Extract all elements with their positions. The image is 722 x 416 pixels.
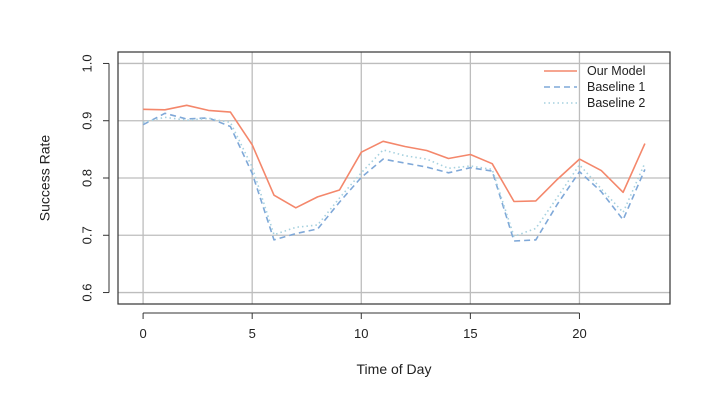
plot-frame bbox=[117, 51, 671, 305]
legend-label: Our Model bbox=[587, 64, 645, 78]
legend-label: Baseline 1 bbox=[587, 80, 645, 94]
x-tick-label: 15 bbox=[463, 326, 477, 341]
legend: Our Model Baseline 1 Baseline 2 bbox=[544, 64, 645, 110]
legend-label: Baseline 2 bbox=[587, 96, 645, 110]
series-lines bbox=[142, 104, 646, 242]
x-tick-label: 0 bbox=[139, 326, 146, 341]
y-tick-label: 0.9 bbox=[79, 112, 94, 130]
y-tick-label: 0.7 bbox=[79, 226, 94, 244]
x-tick-label: 10 bbox=[354, 326, 368, 341]
series-line-baseline-2 bbox=[142, 116, 646, 238]
y-axis: 0.6 0.7 0.8 0.9 1.0 bbox=[79, 54, 110, 302]
y-tick-label: 0.6 bbox=[79, 284, 94, 302]
x-axis-label: Time of Day bbox=[357, 361, 432, 377]
y-tick-label: 0.8 bbox=[79, 169, 94, 187]
series-line-our-model bbox=[143, 104, 646, 209]
series-line-baseline-1 bbox=[142, 112, 646, 242]
x-axis: 0 5 10 15 20 bbox=[139, 312, 587, 341]
y-tick-label: 1.0 bbox=[79, 54, 94, 72]
x-tick-label: 20 bbox=[572, 326, 586, 341]
grid-lines bbox=[118, 52, 670, 304]
y-axis-label: Success Rate bbox=[37, 135, 53, 222]
x-tick-label: 5 bbox=[249, 326, 256, 341]
